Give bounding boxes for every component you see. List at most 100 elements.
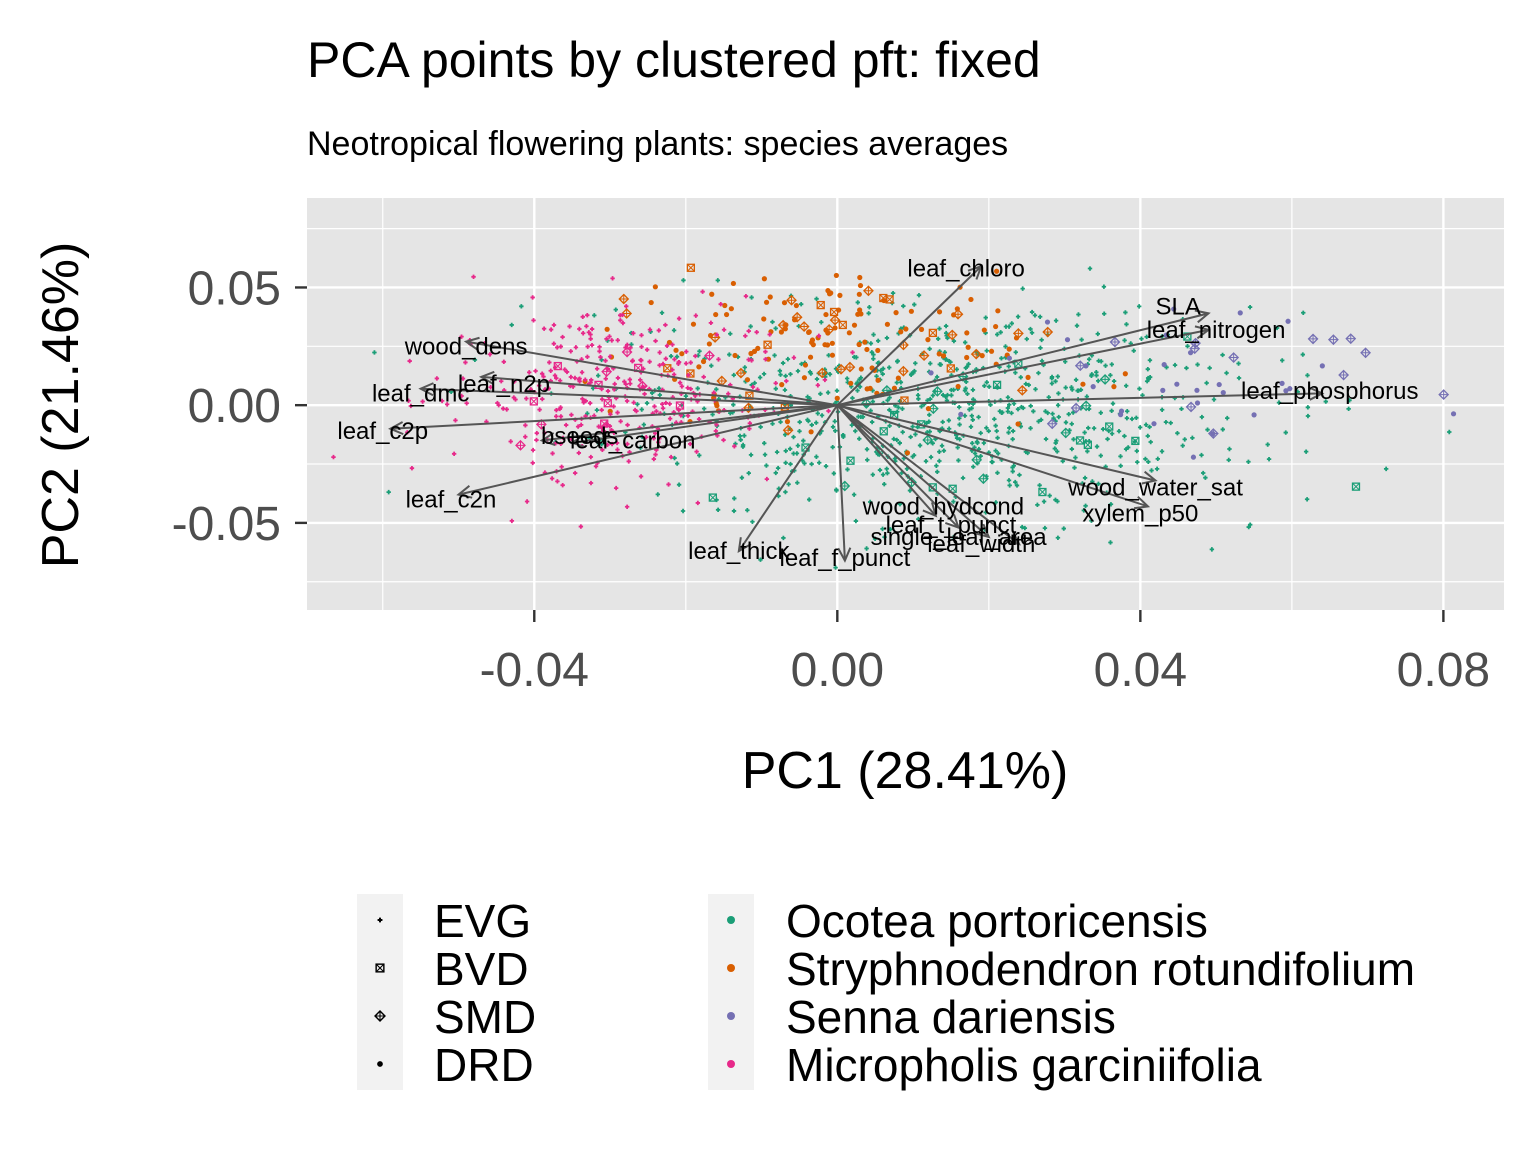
point-smd (863, 285, 874, 297)
point-evg (592, 313, 597, 318)
point-evg (618, 318, 623, 323)
point-evg (672, 357, 677, 362)
point-evg (927, 346, 932, 352)
point-evg (1303, 449, 1309, 454)
point-evg (573, 345, 579, 350)
point-evg (585, 411, 590, 416)
point-evg (584, 324, 589, 329)
point-smd-plus (1186, 402, 1196, 412)
point-evg (1089, 518, 1094, 523)
point-evg (1200, 470, 1206, 476)
point-evg (852, 354, 857, 360)
point-evg (943, 357, 949, 362)
point-evg (832, 419, 838, 424)
point-evg (773, 470, 778, 476)
point-evg (657, 350, 662, 355)
point-drd (1122, 371, 1128, 377)
point-evg (934, 374, 940, 380)
point-drd (761, 316, 767, 322)
point-evg (984, 348, 989, 353)
point-drd (925, 337, 931, 343)
point-evg (761, 371, 767, 377)
point-evg (463, 360, 468, 365)
point-evg (557, 378, 563, 383)
point-smd-plus (845, 362, 855, 372)
point-evg (674, 354, 680, 359)
point-bvd-cross (676, 401, 684, 410)
point-evg (1144, 334, 1149, 340)
point-evg (372, 350, 377, 355)
point-drd (936, 351, 942, 357)
point-evg (1055, 535, 1061, 540)
point-evg (1122, 433, 1127, 439)
point-evg (731, 508, 737, 514)
point-evg (868, 341, 874, 346)
loading-arrow (836, 404, 960, 529)
loading-label: bseeds (541, 423, 618, 450)
point-evg (541, 374, 546, 379)
point-evg (758, 424, 763, 430)
point-evg (1131, 348, 1136, 353)
point-smd-plus (836, 364, 846, 374)
point-evg (795, 368, 801, 374)
point-drd (783, 322, 789, 328)
point-evg (615, 338, 620, 343)
point-drd (1025, 374, 1031, 380)
point-evg (676, 359, 682, 365)
point-drd (732, 352, 738, 359)
point-evg (714, 332, 719, 337)
point-evg (814, 454, 819, 459)
y-axis-label: PC2 (21.46%) (32, 242, 90, 569)
point-evg (688, 360, 693, 365)
point-evg (598, 354, 603, 360)
point-evg (887, 395, 892, 400)
point-evg (983, 510, 988, 515)
point-drd (806, 329, 812, 335)
point-evg (897, 440, 902, 446)
point-evg (957, 416, 962, 421)
point-evg (783, 460, 788, 466)
point-evg (331, 454, 336, 460)
point-evg (1146, 376, 1152, 382)
point-evg (749, 295, 754, 300)
point-evg (866, 311, 871, 316)
point-drd (755, 345, 761, 351)
point-evg (919, 404, 924, 409)
point-evg (983, 315, 988, 320)
point-evg (1070, 387, 1075, 392)
point-evg (687, 441, 693, 447)
loading-label: leaf_phosphorus (1241, 378, 1418, 405)
point-evg (711, 390, 717, 395)
point-evg (1101, 284, 1107, 289)
y-tick-label: 0.00 (188, 380, 281, 433)
point-bvd-cross (708, 493, 717, 502)
point-drd (801, 375, 808, 381)
point-evg (896, 405, 901, 410)
point-drd (807, 354, 814, 360)
point-evg (629, 342, 634, 347)
point-evg (1265, 442, 1270, 447)
loading-arrow (836, 404, 937, 517)
point-evg (600, 447, 605, 453)
point-drd (857, 274, 863, 281)
loading-arrowhead (1194, 309, 1211, 324)
point-evg (620, 312, 625, 318)
point-evg (932, 389, 938, 394)
point-evg (1160, 334, 1165, 339)
point-evg (1063, 420, 1069, 425)
point-evg (640, 434, 645, 440)
point-drd (856, 341, 862, 348)
point-smd-plus (1191, 338, 1201, 348)
point-evg (683, 393, 689, 399)
point-evg (1028, 426, 1033, 431)
point-evg (940, 392, 946, 398)
point-evg (993, 423, 998, 428)
point-drd (834, 395, 840, 401)
loading-label: leaf_chloro (907, 256, 1024, 283)
point-evg (773, 386, 779, 391)
point-drd (1111, 384, 1117, 390)
point-evg (748, 324, 753, 329)
point-evg (1060, 459, 1065, 464)
point-evg (900, 406, 905, 411)
